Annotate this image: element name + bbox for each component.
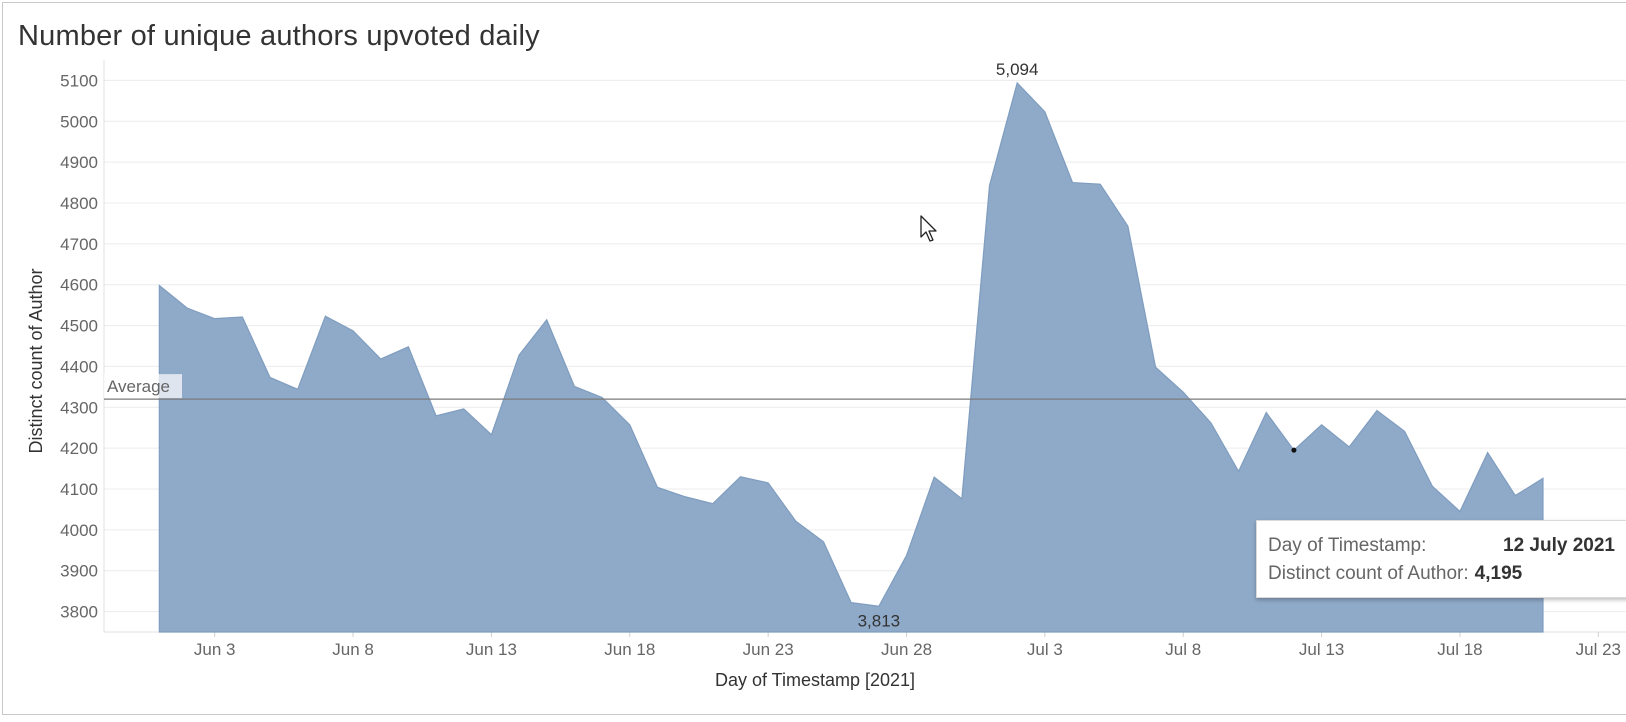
data-point[interactable] — [433, 413, 439, 419]
x-axis-title: Day of Timestamp [2021] — [715, 670, 915, 690]
y-tick-label: 4000 — [60, 521, 98, 540]
data-point[interactable] — [488, 432, 494, 438]
x-tick-label: Jul 3 — [1027, 640, 1063, 659]
y-tick-label: 4100 — [60, 480, 98, 499]
data-point[interactable] — [654, 484, 660, 490]
x-tick-label: Jul 23 — [1576, 640, 1621, 659]
x-tick-label: Jun 28 — [881, 640, 932, 659]
y-tick-label: 4700 — [60, 235, 98, 254]
data-point[interactable] — [793, 518, 799, 524]
data-point[interactable] — [544, 317, 550, 323]
area-series[interactable] — [158, 81, 1544, 633]
x-tick-label: Jun 18 — [604, 640, 655, 659]
data-point[interactable] — [1402, 428, 1408, 434]
data-label: 3,813 — [858, 611, 901, 630]
data-point[interactable] — [239, 314, 245, 320]
data-point[interactable] — [516, 352, 522, 358]
data-point[interactable] — [1180, 389, 1186, 395]
data-point[interactable] — [1319, 422, 1325, 428]
data-point[interactable] — [682, 494, 688, 500]
highlighted-point[interactable] — [1291, 447, 1297, 453]
data-point[interactable] — [765, 480, 771, 486]
tooltip-count-label: Distinct count of Author: — [1268, 563, 1469, 584]
y-axis-title: Distinct count of Author — [26, 268, 46, 453]
x-tick-label: Jun 23 — [743, 640, 794, 659]
x-tick-label: Jul 8 — [1165, 640, 1201, 659]
data-point[interactable] — [184, 305, 190, 311]
data-point[interactable] — [1485, 450, 1491, 456]
data-point[interactable] — [931, 474, 937, 480]
data-point[interactable] — [1429, 483, 1435, 489]
average-label-bg — [104, 374, 182, 399]
data-point[interactable] — [1457, 508, 1463, 514]
tooltip-count-value: 4,195 — [1474, 563, 1523, 584]
data-point[interactable] — [461, 406, 467, 412]
y-tick-label: 5100 — [60, 71, 98, 90]
data-label: 5,094 — [996, 60, 1039, 79]
x-tick-label: Jun 8 — [332, 640, 374, 659]
data-point[interactable] — [1042, 109, 1048, 115]
data-point[interactable] — [1236, 468, 1242, 474]
chart-title: Number of unique authors upvoted daily — [18, 20, 540, 52]
data-point[interactable] — [848, 600, 854, 606]
tooltip: Day of Timestamp: 12 July 2021 Distinct c… — [1256, 520, 1626, 598]
y-tick-label: 4200 — [60, 439, 98, 458]
x-tick-label: Jun 3 — [194, 640, 236, 659]
data-point[interactable] — [1208, 420, 1214, 426]
data-point[interactable] — [1070, 180, 1076, 186]
data-point[interactable] — [710, 501, 716, 507]
data-point[interactable] — [1125, 223, 1131, 229]
x-tick-label: Jun 13 — [466, 640, 517, 659]
data-point[interactable] — [1512, 493, 1518, 499]
tooltip-count-row: Distinct count of Author: 4,195 — [1268, 563, 1522, 585]
data-point[interactable] — [322, 313, 328, 319]
y-tick-label: 5000 — [60, 112, 98, 131]
y-tick-label: 3900 — [60, 562, 98, 581]
y-tick-label: 4400 — [60, 357, 98, 376]
data-point[interactable] — [267, 374, 273, 380]
y-tick-label: 4900 — [60, 153, 98, 172]
data-point[interactable] — [212, 316, 218, 322]
data-point[interactable] — [1097, 181, 1103, 187]
data-point[interactable] — [959, 496, 965, 502]
y-tick-label: 3800 — [60, 603, 98, 622]
data-point[interactable] — [295, 386, 301, 392]
tooltip-date-row: Day of Timestamp: 12 July 2021 — [1268, 535, 1615, 557]
y-tick-label: 4800 — [60, 194, 98, 213]
y-tick-label: 4500 — [60, 317, 98, 336]
tooltip-date-value: 12 July 2021 — [1503, 535, 1615, 556]
mouse-pointer-icon — [920, 215, 937, 242]
data-point[interactable] — [987, 182, 993, 188]
data-point[interactable] — [405, 344, 411, 350]
tooltip-date-label: Day of Timestamp: — [1268, 535, 1427, 556]
data-point[interactable] — [156, 283, 162, 289]
data-point[interactable] — [737, 474, 743, 480]
data-point[interactable] — [378, 356, 384, 362]
data-point[interactable] — [350, 328, 356, 334]
data-point[interactable] — [627, 422, 633, 428]
data-point[interactable] — [1014, 80, 1020, 86]
data-point[interactable] — [1374, 408, 1380, 414]
average-label: Average — [107, 377, 170, 396]
data-point[interactable] — [820, 539, 826, 545]
data-point[interactable] — [571, 383, 577, 389]
data-point[interactable] — [1263, 410, 1269, 416]
data-point[interactable] — [904, 553, 910, 559]
data-point[interactable] — [1346, 444, 1352, 450]
data-point[interactable] — [876, 603, 882, 609]
x-tick-label: Jul 13 — [1299, 640, 1344, 659]
y-tick-label: 4300 — [60, 398, 98, 417]
data-point[interactable] — [1540, 475, 1546, 481]
y-tick-label: 4600 — [60, 276, 98, 295]
x-tick-label: Jul 18 — [1437, 640, 1482, 659]
data-point[interactable] — [1153, 364, 1159, 370]
